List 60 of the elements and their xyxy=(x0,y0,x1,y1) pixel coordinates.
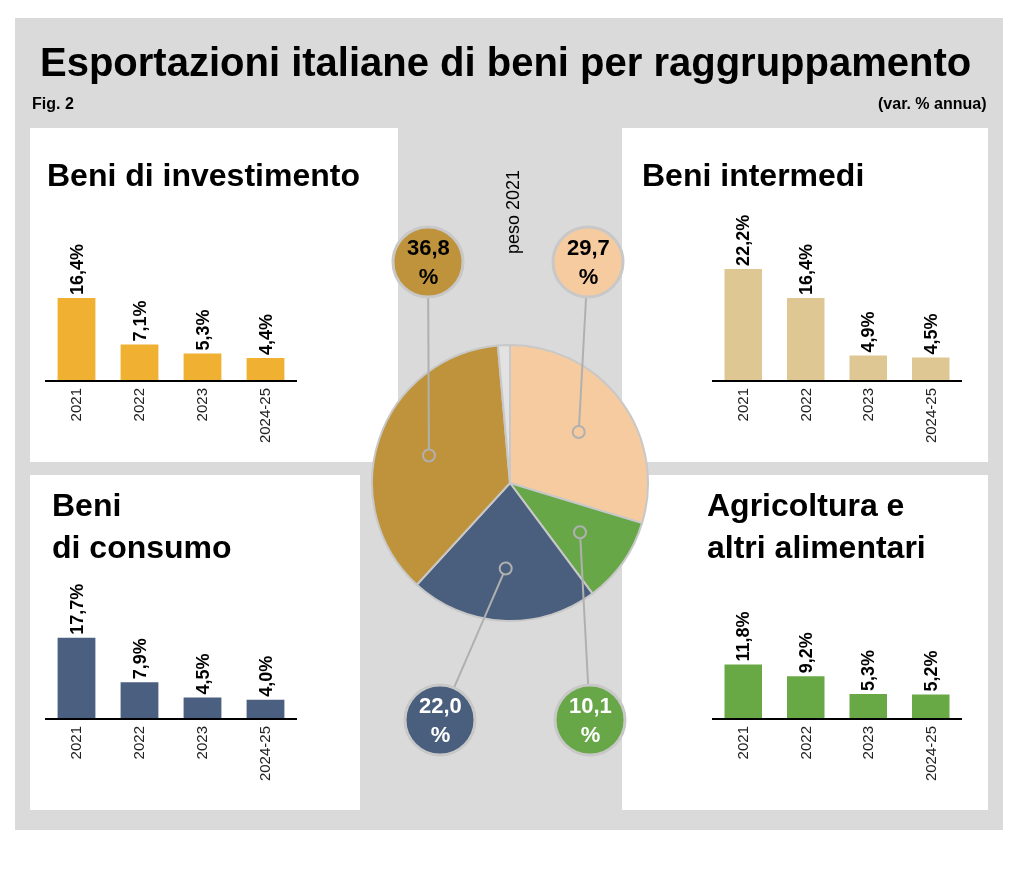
x-tick-label: 2023 xyxy=(859,726,877,760)
data-label: 16,4% xyxy=(795,243,816,295)
data-label: 10,1 % xyxy=(569,693,612,747)
data-label: 5,2% xyxy=(920,650,941,692)
data-label: 36,8 % xyxy=(407,235,450,289)
x-tick-label: 2022 xyxy=(796,388,814,422)
bar xyxy=(724,268,762,380)
data-label: 22,2% xyxy=(733,214,754,266)
x-tick-label: 2024-25 xyxy=(256,388,274,444)
chart-title: Beni intermedi xyxy=(642,157,865,193)
data-label: 4,0% xyxy=(255,655,276,697)
data-label: 4,5% xyxy=(192,653,213,695)
x-tick-label: 2021 xyxy=(67,726,85,760)
data-label: 7,1% xyxy=(129,300,150,342)
data-label: 7,9% xyxy=(129,638,150,680)
bar xyxy=(246,357,285,380)
data-label: 22,0 % xyxy=(419,693,462,747)
bar xyxy=(183,697,222,718)
bar xyxy=(724,664,762,718)
data-label: 9,2% xyxy=(795,632,816,674)
data-label: 17,7% xyxy=(66,583,87,635)
data-label: 4,5% xyxy=(920,313,941,355)
x-tick-label: 2023 xyxy=(859,388,877,422)
x-tick-label: 2021 xyxy=(67,388,85,422)
text: Fig. 2 xyxy=(32,95,74,112)
bar xyxy=(912,694,950,718)
x-tick-label: 2023 xyxy=(193,388,211,422)
x-tick-label: 2024-25 xyxy=(921,726,939,782)
data-label: 4,9% xyxy=(858,311,879,353)
data-label: 29,7 % xyxy=(567,235,610,289)
bar xyxy=(57,637,96,718)
data-label: 5,3% xyxy=(858,649,879,691)
bar xyxy=(849,355,887,380)
bar xyxy=(120,682,159,718)
bar xyxy=(246,699,285,718)
data-label: 16,4% xyxy=(66,243,87,295)
text: Esportazioni italiane di beni per raggruppamento xyxy=(40,40,972,84)
bar xyxy=(912,357,950,380)
x-tick-label: 2022 xyxy=(130,388,148,422)
bar xyxy=(787,297,825,380)
x-tick-label: 2021 xyxy=(734,388,752,422)
x-tick-label: 2024-25 xyxy=(921,388,939,444)
bar xyxy=(120,344,159,380)
bar xyxy=(787,676,825,718)
data-label: 4,4% xyxy=(255,313,276,355)
x-tick-label: 2021 xyxy=(734,726,752,760)
chart-title: peso 2021 xyxy=(503,169,523,254)
chart-title: Beni di consumo xyxy=(52,487,232,565)
text: (var. % annua) xyxy=(878,95,987,112)
bar xyxy=(183,353,222,380)
x-tick-label: 2024-25 xyxy=(256,726,274,782)
bar xyxy=(849,693,887,718)
x-tick-label: 2022 xyxy=(130,726,148,760)
bar xyxy=(57,297,96,380)
chart-title: Agricoltura e altri alimentari xyxy=(707,487,926,565)
chart-title: Beni di investimento xyxy=(47,157,360,193)
data-label: 5,3% xyxy=(192,309,213,351)
x-tick-label: 2023 xyxy=(193,726,211,760)
x-tick-label: 2022 xyxy=(796,726,814,760)
data-label: 11,8% xyxy=(733,611,754,662)
